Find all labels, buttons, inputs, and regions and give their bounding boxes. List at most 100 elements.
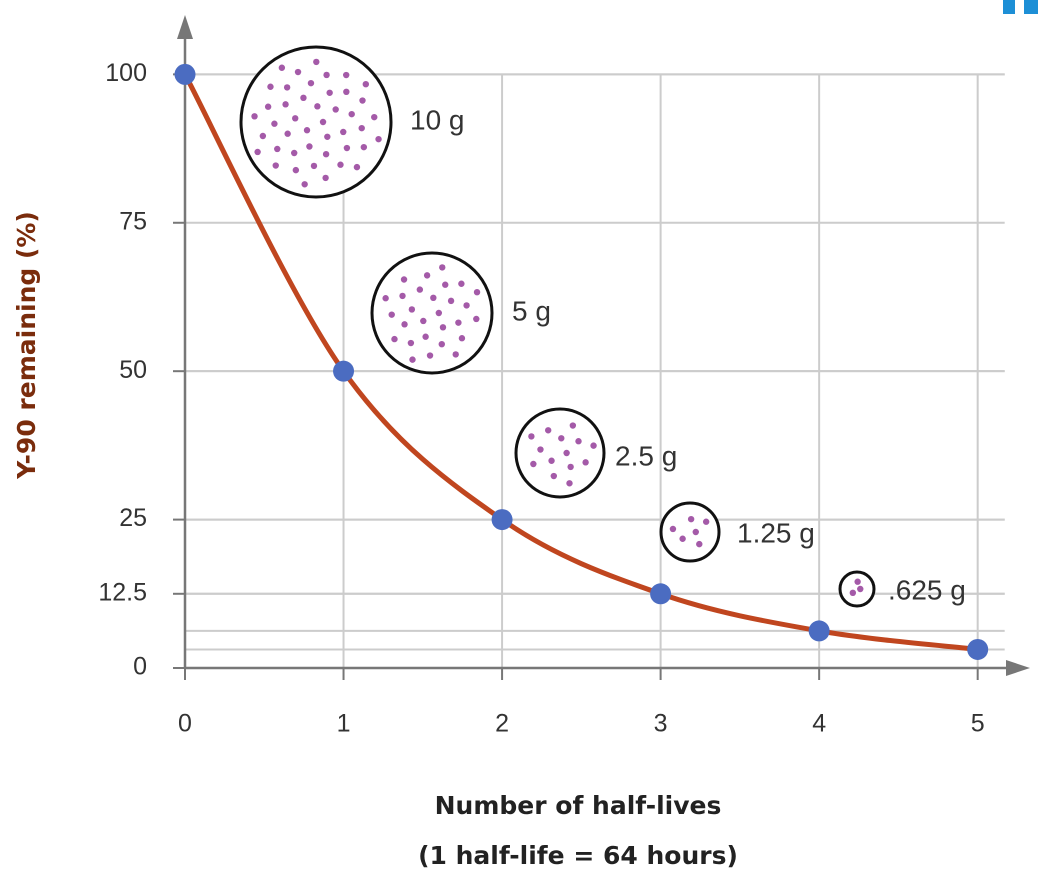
particle [563,449,570,457]
corner-mark [1003,0,1015,14]
particle [271,120,278,127]
particle [272,162,279,169]
x-tick-label: 0 [178,710,192,738]
particle [452,351,459,358]
particle [254,148,261,156]
x-tick-label: 5 [971,710,985,738]
particle [692,528,699,536]
sample-circle [239,45,393,199]
particle [348,110,355,118]
particle [548,457,555,464]
particle [687,515,695,523]
x-tick-label: 2 [495,710,509,738]
particle [400,276,408,283]
particle [679,535,686,542]
particle [375,135,382,143]
particle [528,433,535,440]
particle [702,518,710,525]
particle [544,427,552,434]
y-tick-label: 50 [119,356,147,384]
particle [322,150,330,158]
annotation: 5 g [512,295,551,326]
corner-mark [1024,0,1038,14]
x-axis-note: (1 half-life = 64 hours) [418,841,738,870]
data-point [174,63,196,85]
particle [388,311,395,318]
particle [569,422,577,429]
x-axis-arrow [1006,660,1030,676]
particle [358,124,365,132]
particle [343,71,350,79]
particle [854,578,861,585]
particle [442,281,449,288]
y-tick-label: 12.5 [98,578,147,606]
particle [360,143,368,151]
particle [401,321,408,328]
particle [353,163,361,171]
particle [284,130,291,137]
particle [283,84,291,91]
data-point [808,620,830,642]
particle [558,435,565,442]
particle [343,88,350,96]
sample-circle [659,501,721,563]
axes: 0 12.5 25 50 75 100 0 1 2 3 4 5 [98,15,1030,738]
sample-circle [838,570,876,608]
particle [463,302,470,309]
y-tick-label: 75 [119,207,147,235]
particle [391,335,398,343]
particle [669,525,677,533]
particle [696,540,703,548]
particle [259,132,267,140]
y-tick-label: 0 [133,653,147,681]
particle [264,103,272,110]
particle [582,459,589,466]
particle [439,264,446,271]
particle [282,101,289,108]
particle [473,288,481,296]
annotation: 1.25 g [737,517,815,548]
particle [306,143,313,150]
particle [323,71,330,79]
x-axis-title: Number of half-lives [435,791,722,820]
particle [857,585,864,593]
particle [362,80,370,88]
data-point [491,509,513,531]
particle [332,106,339,113]
particle [274,145,281,153]
particle [458,335,466,342]
particle [407,339,415,347]
x-tick-label: 1 [337,710,351,738]
particle [300,94,307,102]
particle [422,333,429,340]
particle [294,68,302,76]
particle [590,442,597,449]
particle [291,149,298,157]
plot: 10 g 5 g 2.5 g 1.25 g .625 g [174,45,989,660]
particle [455,319,462,326]
particle [537,446,544,453]
particle [435,309,443,317]
particle [473,315,480,323]
particle [292,166,300,174]
particle [310,162,318,170]
particle [416,286,424,293]
data-point [333,360,355,382]
particle [423,272,431,279]
particle [278,64,286,71]
particle [314,103,321,110]
particle [409,356,416,363]
particle [849,589,857,597]
particle [292,115,299,122]
particle [575,438,582,445]
particle [319,118,327,126]
particle [447,297,455,305]
particle [313,58,320,66]
y-axis-arrow [177,15,193,39]
annotation: .625 g [888,574,966,605]
particle [408,306,416,313]
particle [382,295,389,302]
particle [430,294,437,302]
particle [322,174,329,182]
